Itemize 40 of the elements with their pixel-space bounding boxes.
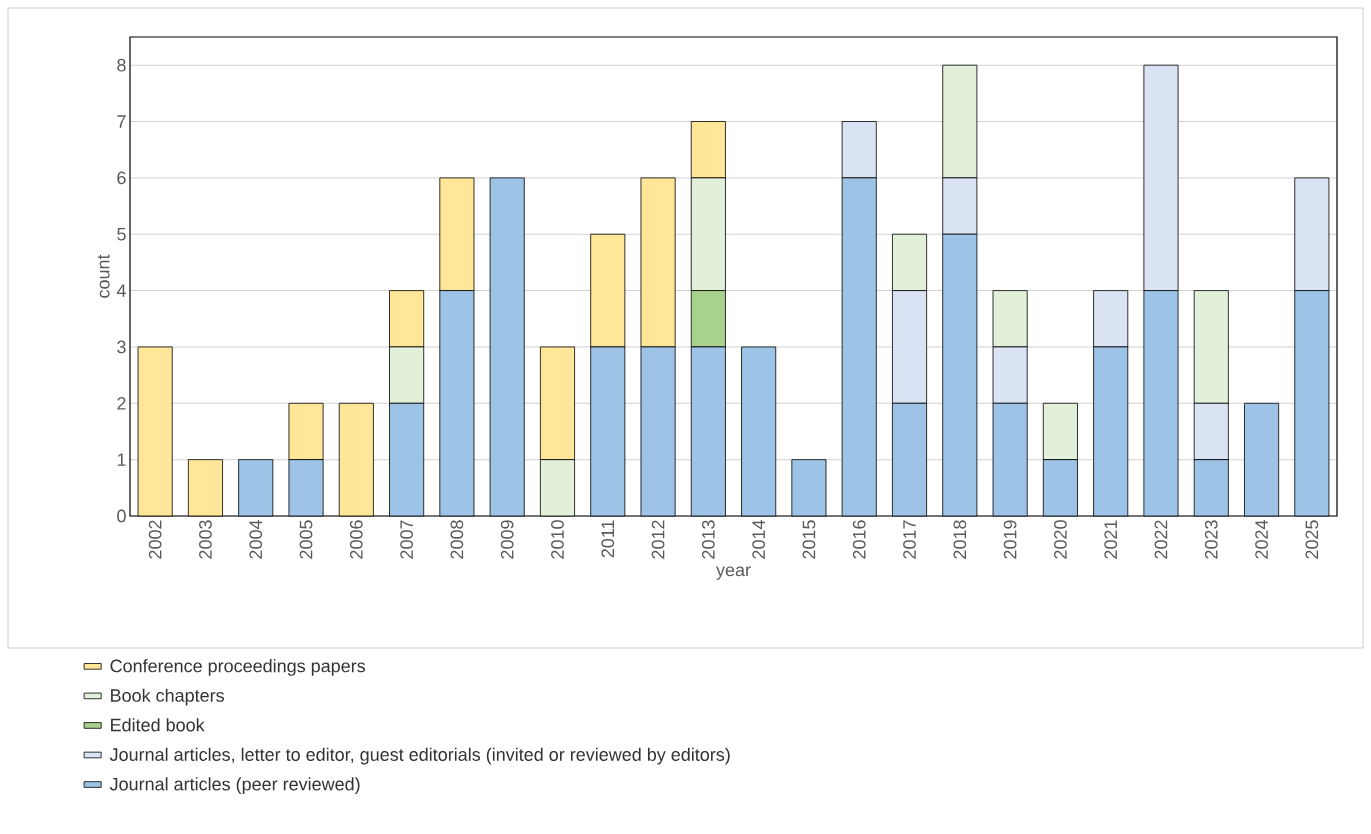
x-axis-title: year [716, 566, 751, 580]
legend-label: Journal articles (peer reviewed) [109, 777, 360, 795]
y-tick-label: 5 [117, 227, 126, 241]
x-tick-label: 2011 [601, 520, 615, 558]
x-tick-label: 2017 [903, 520, 916, 559]
x-tick-label: 2023 [1204, 520, 1218, 559]
x-tick-label: 2016 [852, 520, 866, 559]
legend-label: Conference proceedings papers [110, 659, 366, 676]
x-tick-label: 2002 [148, 520, 162, 559]
y-tick-label: 7 [117, 115, 126, 128]
y-axis-title: count [97, 254, 110, 298]
y-tick-label: 2 [117, 396, 126, 410]
x-tick-label: 2005 [299, 520, 313, 559]
x-tick-label: 2006 [349, 520, 363, 559]
x-tick-label: 2015 [802, 520, 816, 559]
x-tick-label: 2021 [1104, 520, 1118, 559]
x-tick-label: 2009 [500, 520, 514, 559]
x-tick-label: 2008 [450, 520, 464, 559]
x-tick-label: 2013 [701, 520, 715, 559]
x-tick-label: 2012 [651, 520, 665, 559]
legend-label: Journal articles, letter to editor, guest editorials (invited or reviewed by editors) [109, 747, 730, 765]
legend-label: Edited book [111, 718, 205, 732]
x-tick-label: 2010 [551, 520, 564, 559]
x-tick-label: 2022 [1154, 520, 1168, 559]
x-tick-label: 2014 [752, 520, 766, 559]
x-tick-label: 2020 [1054, 520, 1067, 559]
y-tick-label: 4 [116, 284, 126, 297]
legend-label: Book chapters [111, 688, 224, 706]
x-tick-label: 2007 [400, 520, 413, 559]
y-tick-label: 3 [117, 340, 126, 354]
x-tick-label: 2003 [199, 520, 212, 559]
x-tick-label: 2019 [1003, 520, 1017, 559]
y-tick-label: 0 [117, 509, 126, 523]
x-tick-label: 2018 [953, 520, 967, 559]
y-tick-label: 6 [117, 171, 126, 185]
x-tick-label: 2004 [249, 520, 263, 559]
y-tick-label: 8 [117, 58, 126, 72]
y-tick-label: 1 [117, 453, 126, 466]
x-tick-label: 2025 [1305, 520, 1319, 559]
x-tick-label: 2024 [1255, 520, 1268, 559]
